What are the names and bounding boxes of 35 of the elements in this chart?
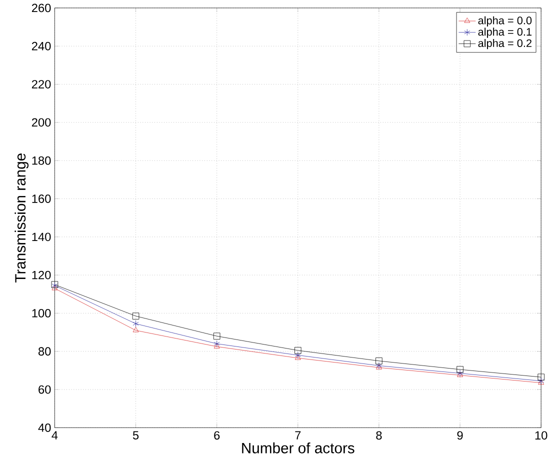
x-tick-label: 4 [52,430,58,440]
y-tick-label: 160 [32,194,51,203]
x-tick-label: 6 [214,430,220,440]
y-tick-label: 100 [32,308,51,318]
y-tick-label: 220 [32,80,51,88]
point [376,357,382,364]
y-tick-label: 80 [38,346,51,356]
point [213,332,220,340]
y-tick-label: 180 [32,156,51,165]
y-axis-title: Transmission range [14,153,29,282]
y-tick-label: 260 [32,4,51,12]
point [132,312,140,320]
y-tick-label: 40 [38,423,51,432]
point [538,374,544,380]
x-tick-label: 9 [457,430,463,440]
point [456,366,464,373]
point [132,320,139,327]
x-tick-label: 5 [132,430,139,440]
y-tick-label: 240 [32,42,51,50]
legend-label: alpha = 0.1 [478,27,532,38]
legend-label: alpha = 0.2 [478,38,532,49]
y-tick-label: 60 [38,385,51,394]
y-tick-label: 120 [32,270,51,280]
y-tick-label: 200 [32,118,51,126]
point [294,346,302,354]
legend-label: alpha = 0.0 [478,16,532,26]
x-tick-label: 10 [535,430,548,440]
x-tick-label: 7 [295,430,301,440]
x-tick-label: 8 [376,430,382,440]
point [214,340,220,347]
x-axis-title: Number of actors [242,442,354,454]
point [294,352,301,358]
point [132,326,139,332]
y-tick-label: 140 [32,232,51,241]
point [52,284,58,290]
